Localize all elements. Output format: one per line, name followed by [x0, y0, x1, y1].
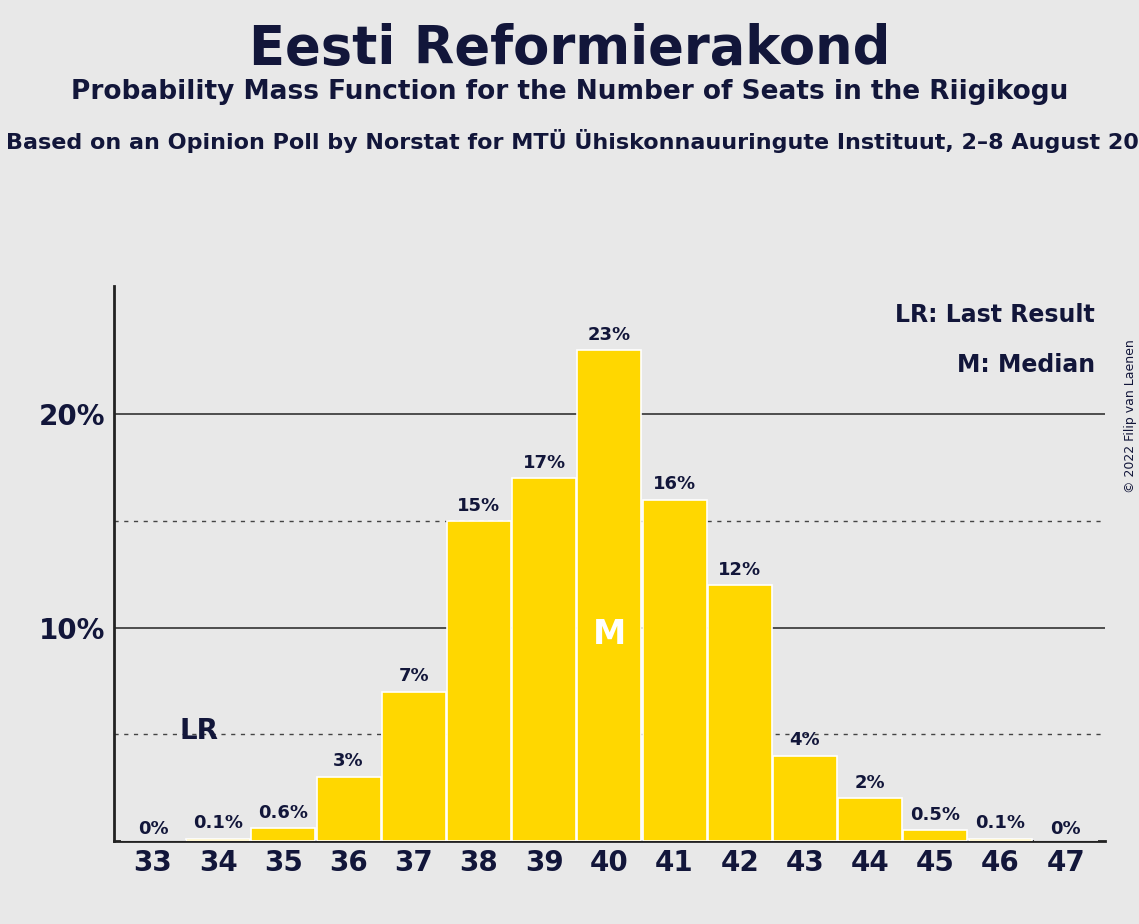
Bar	[903, 830, 967, 841]
Text: 16%: 16%	[653, 475, 696, 493]
Text: 0.1%: 0.1%	[194, 814, 244, 833]
Text: 3%: 3%	[334, 752, 363, 771]
Text: 23%: 23%	[588, 326, 631, 344]
Bar	[577, 350, 641, 841]
Text: 0.5%: 0.5%	[910, 806, 960, 824]
Text: Eesti Reformierakond: Eesti Reformierakond	[248, 23, 891, 75]
Text: 7%: 7%	[399, 667, 429, 686]
Bar	[838, 798, 902, 841]
Text: M: M	[592, 618, 626, 651]
Text: 0.1%: 0.1%	[975, 814, 1025, 833]
Bar	[513, 479, 576, 841]
Bar	[707, 585, 772, 841]
Bar	[382, 691, 445, 841]
Text: 15%: 15%	[458, 496, 500, 515]
Bar	[773, 756, 837, 841]
Bar	[252, 828, 316, 841]
Text: M: Median: M: Median	[957, 353, 1095, 377]
Text: 0.6%: 0.6%	[259, 804, 309, 821]
Text: © 2022 Filip van Laenen: © 2022 Filip van Laenen	[1124, 339, 1137, 492]
Text: 12%: 12%	[719, 561, 761, 578]
Text: 0%: 0%	[138, 820, 169, 838]
Text: 0%: 0%	[1050, 820, 1081, 838]
Text: LR: LR	[179, 717, 219, 745]
Bar	[187, 839, 251, 841]
Text: 17%: 17%	[523, 454, 566, 472]
Text: 4%: 4%	[789, 731, 820, 749]
Text: LR: Last Result: LR: Last Result	[895, 303, 1095, 327]
Bar	[642, 500, 706, 841]
Bar	[968, 839, 1032, 841]
Bar	[317, 777, 380, 841]
Bar	[446, 521, 511, 841]
Text: Based on an Opinion Poll by Norstat for MTÜ Ühiskonnauuringute Instituut, 2–8 Au: Based on an Opinion Poll by Norstat for …	[6, 129, 1139, 153]
Text: Probability Mass Function for the Number of Seats in the Riigikogu: Probability Mass Function for the Number…	[71, 79, 1068, 104]
Text: 2%: 2%	[855, 773, 885, 792]
